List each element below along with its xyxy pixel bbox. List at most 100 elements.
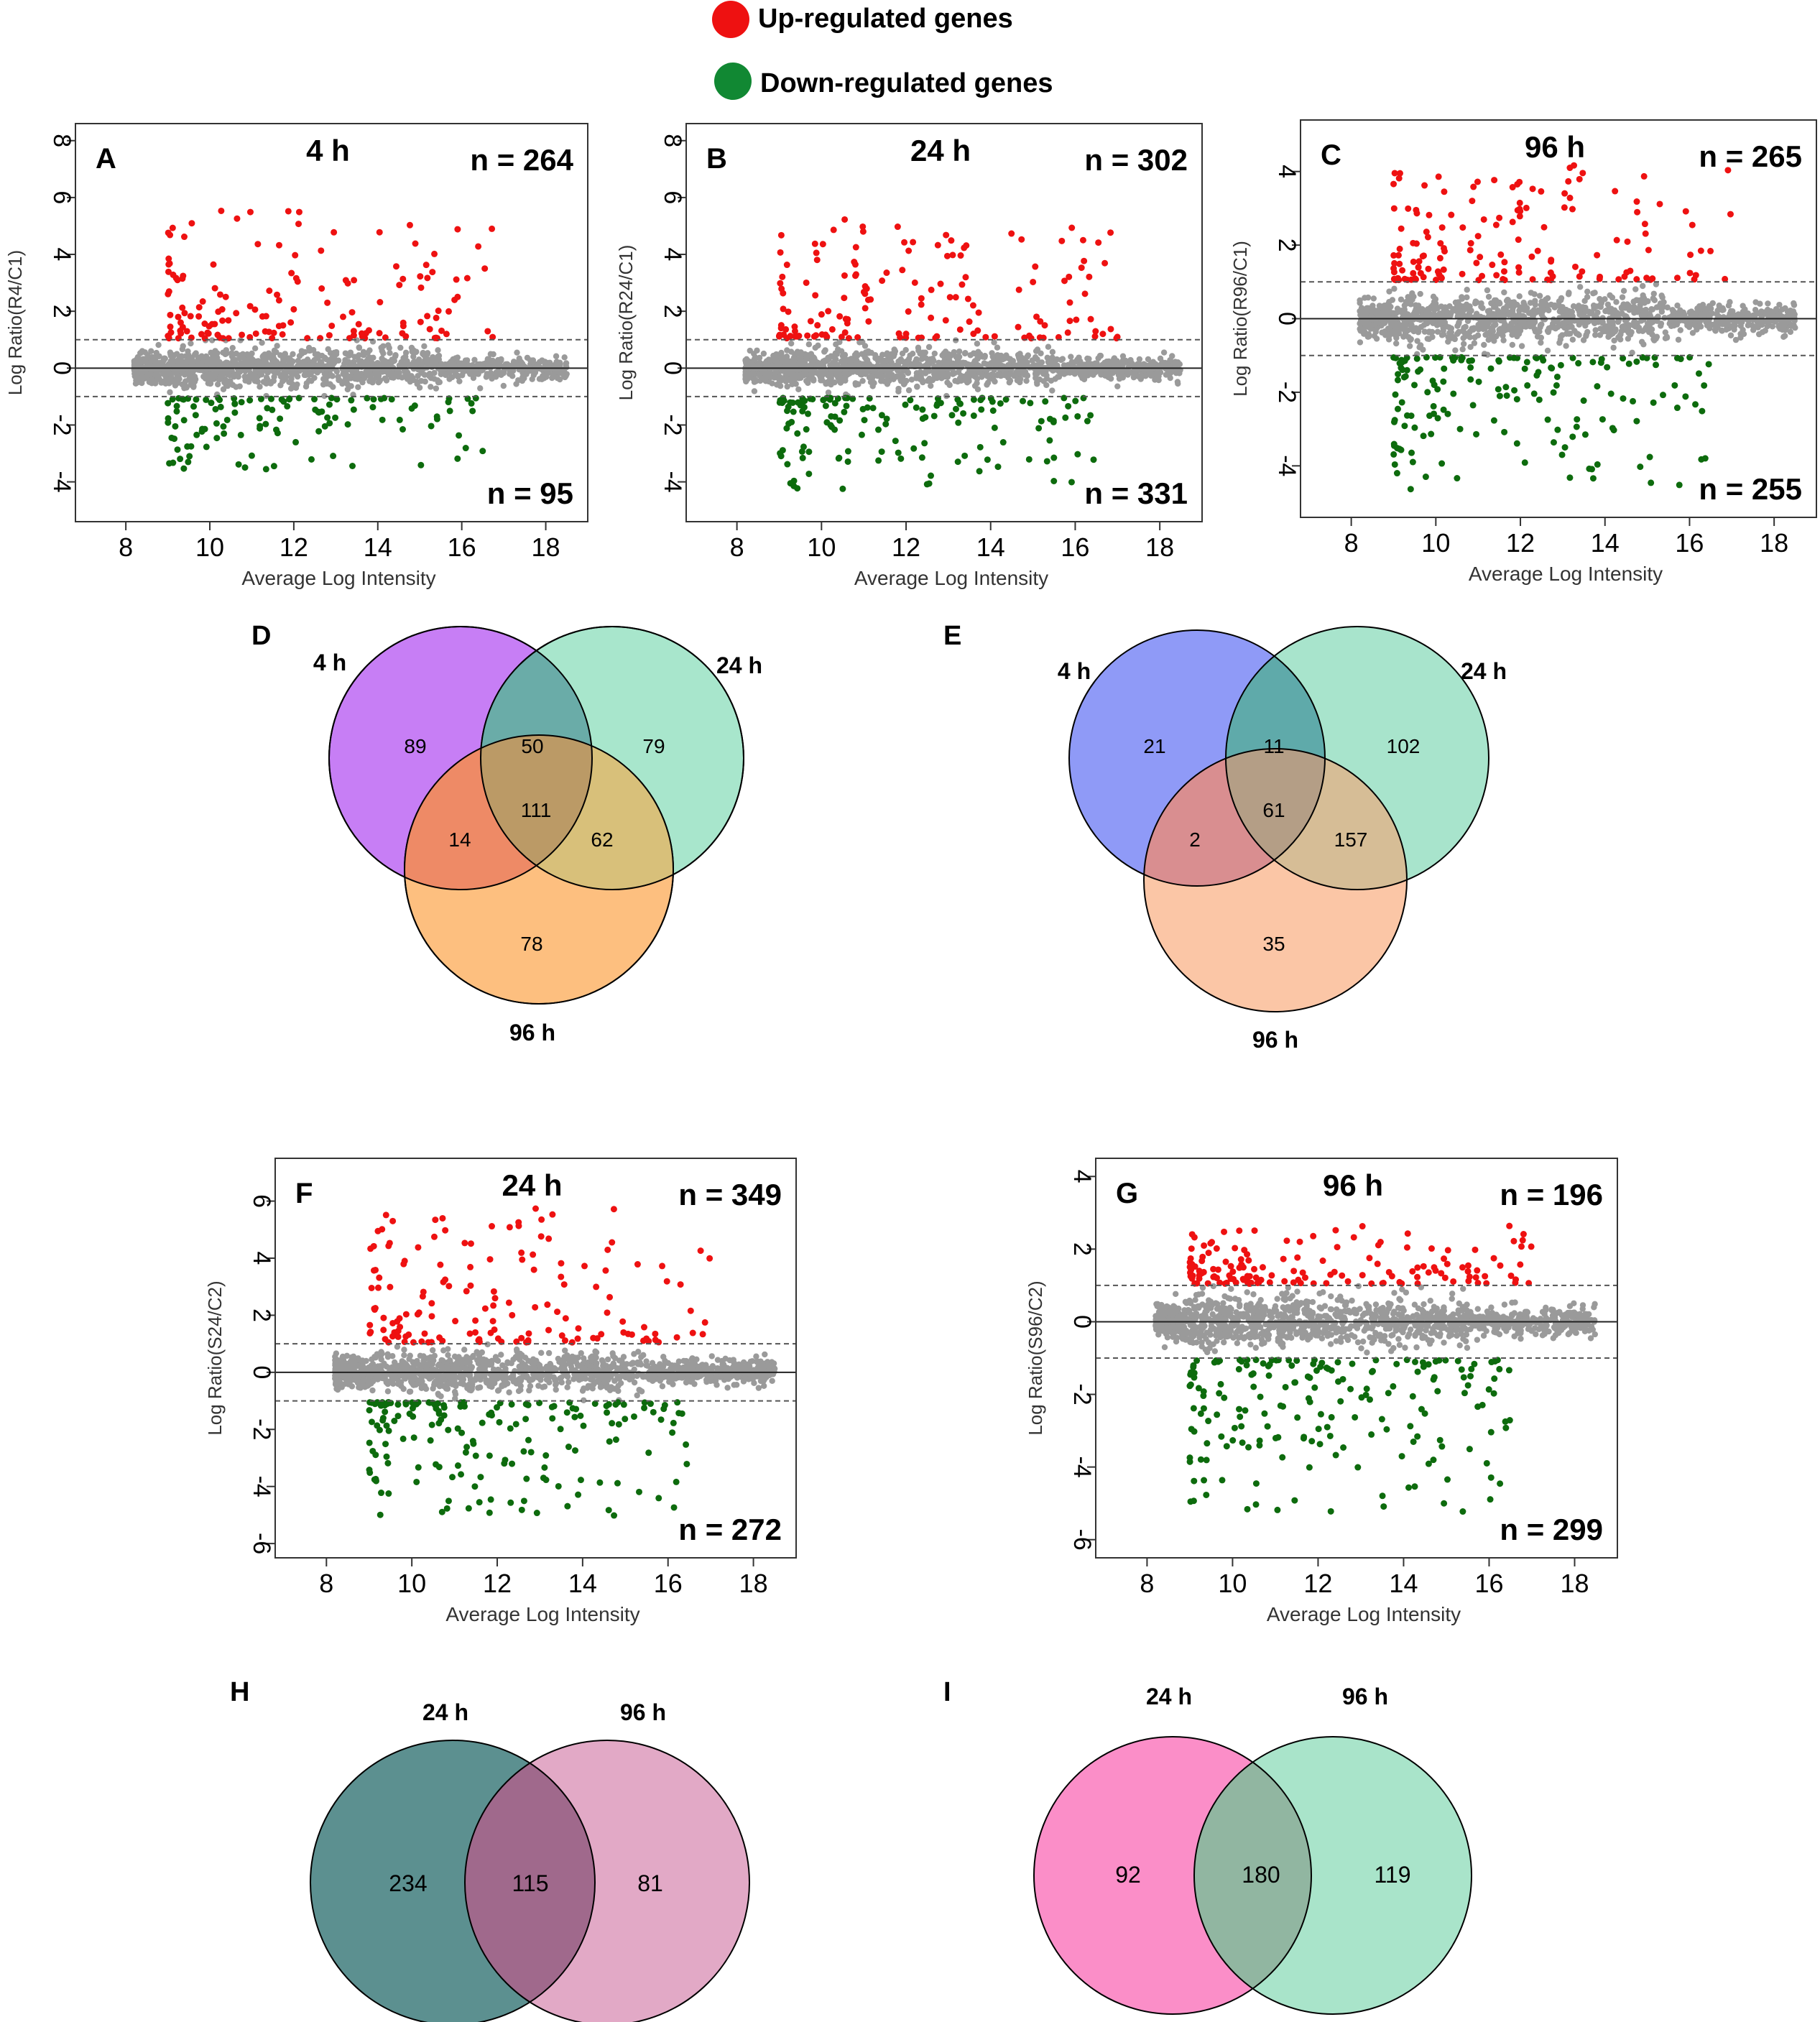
up-point [219, 317, 226, 324]
up-point [214, 331, 221, 338]
neutral-point [1080, 367, 1086, 374]
down-point [800, 404, 808, 411]
up-point [1493, 272, 1500, 279]
up-point [1549, 273, 1556, 280]
neutral-point [1518, 343, 1525, 349]
legend-down-label: Down-regulated genes [760, 68, 1053, 98]
y-tick-label: -2 [659, 414, 686, 435]
down-point [454, 455, 461, 462]
up-point [1391, 170, 1398, 177]
neutral-point [563, 371, 570, 377]
neutral-point [244, 351, 251, 358]
up-point [1459, 224, 1466, 231]
down-point [777, 397, 784, 404]
neutral-point [155, 341, 162, 348]
down-point [930, 412, 938, 420]
up-point [246, 333, 254, 341]
neutral-point [384, 342, 392, 348]
neutral-point [1478, 300, 1484, 307]
down-point [280, 398, 287, 405]
down-point [910, 445, 918, 452]
down-point [836, 454, 843, 461]
x-tick-label: 8 [730, 532, 744, 562]
n-up-label: n = 265 [1699, 139, 1802, 173]
up-point [852, 272, 859, 280]
up-point [1467, 240, 1474, 247]
neutral-point [1408, 322, 1415, 328]
down-point [784, 407, 791, 415]
down-point [1454, 475, 1461, 482]
up-point [1673, 274, 1681, 282]
up-point [406, 221, 413, 228]
neutral-point [928, 382, 934, 389]
neutral-point [152, 361, 158, 369]
neutral-point [1049, 359, 1055, 366]
up-point [417, 318, 424, 326]
down-point [1599, 416, 1606, 423]
up-point [376, 228, 383, 236]
up-point [1441, 188, 1448, 195]
neutral-point [1043, 382, 1050, 389]
neutral-point [749, 369, 757, 377]
down-point [989, 407, 997, 414]
neutral-point [1496, 326, 1502, 333]
neutral-point [1154, 370, 1160, 377]
up-point [288, 269, 295, 277]
up-point [188, 220, 195, 227]
down-point [1495, 357, 1502, 364]
neutral-point [1109, 366, 1116, 373]
neutral-point [555, 367, 562, 374]
up-point [813, 257, 821, 264]
y-tick-label: 8 [48, 134, 75, 147]
up-point [1032, 263, 1039, 270]
down-point [1530, 390, 1538, 397]
down-point [1062, 414, 1069, 421]
neutral-point [308, 371, 314, 378]
neutral-point [431, 369, 438, 377]
down-point [864, 404, 871, 411]
down-point [790, 482, 798, 489]
neutral-point [408, 344, 415, 351]
neutral-point [514, 349, 520, 356]
neutral-point [1175, 380, 1181, 387]
neutral-point [836, 377, 843, 384]
up-point [290, 305, 297, 313]
neutral-point [1425, 318, 1432, 326]
up-point [1477, 254, 1484, 261]
neutral-point [1463, 333, 1469, 339]
neutral-point [456, 378, 463, 384]
neutral-point [813, 361, 820, 369]
up-point [844, 320, 851, 327]
y-tick-label: -4 [659, 471, 686, 492]
neutral-points [742, 337, 1183, 400]
neutral-point [539, 373, 546, 379]
down-point [173, 402, 180, 410]
down-point [285, 396, 292, 403]
down-point [180, 417, 188, 424]
down-point [1042, 398, 1049, 405]
down-point [1676, 481, 1683, 489]
up-point [905, 247, 913, 254]
up-point [167, 311, 174, 318]
up-point [318, 285, 325, 292]
neutral-point [776, 376, 782, 383]
down-point [1558, 451, 1566, 458]
neutral-point [1691, 315, 1698, 321]
neutral-point [1432, 296, 1439, 303]
down-point [976, 443, 984, 451]
down-point [1084, 417, 1091, 425]
y-tick-label: 4 [659, 248, 686, 262]
down-point [1403, 412, 1410, 419]
neutral-point [895, 388, 902, 394]
down-point [221, 430, 228, 437]
up-point [1423, 228, 1430, 236]
up-point [949, 251, 956, 259]
up-point [1415, 258, 1423, 265]
down-point [1646, 453, 1653, 461]
neutral-point [1489, 326, 1496, 333]
up-point [942, 317, 949, 324]
down-point [784, 461, 791, 468]
up-point [412, 240, 419, 247]
down-point [805, 470, 813, 477]
down-point [165, 400, 172, 407]
